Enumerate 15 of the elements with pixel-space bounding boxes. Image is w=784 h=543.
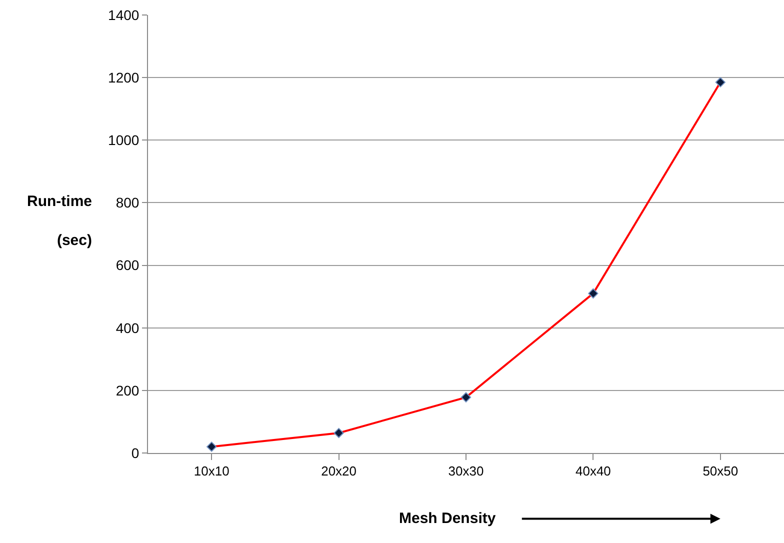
y-tick-label: 600 — [116, 257, 140, 274]
y-tick-label: 200 — [116, 382, 140, 398]
y-tick-label: 0 — [131, 444, 140, 461]
text: Run-time (sec) — [27, 193, 92, 249]
x-tick-label: 40x40 — [575, 464, 611, 479]
y-tick-label: 1400 — [108, 6, 140, 23]
y-tick-label: 1000 — [108, 132, 140, 148]
y-tick-label: 400 — [116, 320, 140, 336]
x-axis-title: Mesh Density — [399, 510, 496, 527]
y-tick-label: 800 — [116, 194, 140, 211]
x-tick-label: 30x30 — [448, 464, 484, 479]
y-tick-label: 1200 — [108, 69, 140, 86]
x-tick-label: 50x50 — [702, 464, 738, 479]
x-tick-label: 20x20 — [321, 464, 357, 479]
x-tick-label: 10x10 — [194, 464, 230, 479]
